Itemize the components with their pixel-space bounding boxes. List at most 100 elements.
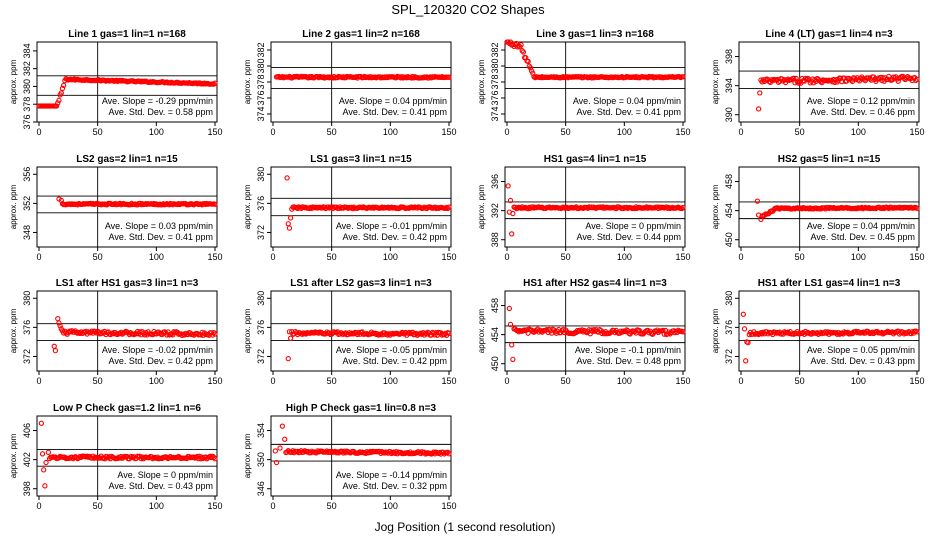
x-tick-label: 0: [36, 501, 41, 511]
x-tick-label: 150: [675, 252, 690, 262]
x-tick-label: 0: [36, 376, 41, 386]
x-tick-label: 0: [270, 501, 275, 511]
data-point: [518, 42, 524, 48]
panel-9: LS1 after HS1 gas=3 lin=1 n=3 0 50 100 150 37…: [9, 278, 223, 386]
data-point: [520, 49, 527, 55]
x-tick-label: 150: [207, 376, 222, 386]
data-point: [755, 106, 762, 112]
panel-11: HS1 after HS2 gas=4 lin=1 n=3 0 50 100 150 45…: [477, 278, 691, 386]
y-tick-label: 382: [22, 61, 32, 76]
data-point: [821, 205, 827, 211]
data-point: [538, 328, 544, 334]
y-tick-label: 402: [22, 452, 32, 467]
data-point: [672, 329, 678, 336]
y-tick-label: 382: [490, 42, 500, 57]
y-axis-label: approx. ppm: [9, 308, 18, 353]
x-tick-label: 50: [93, 127, 103, 137]
plot-frame: [270, 290, 452, 372]
data-point: [507, 321, 514, 328]
std-dev-annotation: Ave. Std. Dev. = 0.44 ppm: [577, 232, 681, 242]
y-tick-label: 372: [256, 349, 266, 364]
data-point: [741, 326, 748, 332]
data-point: [653, 328, 659, 335]
data-point: [643, 204, 650, 210]
x-tick-label: 50: [327, 127, 337, 137]
x-tick-label: 150: [909, 127, 924, 137]
data-point: [856, 78, 863, 84]
data-point: [212, 456, 218, 462]
x-tick-label: 50: [93, 376, 103, 386]
std-dev-annotation: Ave. Std. Dev. = 0.46 ppm: [811, 107, 915, 117]
panel-title: Line 3 gas=1 lin=3 n=168: [536, 29, 654, 40]
data-point: [505, 39, 511, 45]
data-point: [42, 483, 48, 489]
x-tick-label: 50: [93, 252, 103, 262]
y-tick-label: 348: [22, 225, 32, 240]
panel-title: LS1 after LS2 gas=3 lin=1 n=3: [290, 278, 432, 289]
data-point: [75, 202, 81, 208]
data-point: [370, 204, 376, 210]
x-tick-label: 100: [617, 376, 632, 386]
data-point: [446, 74, 452, 80]
y-tick-label: 378: [22, 97, 32, 112]
y-tick-label: 346: [256, 481, 266, 496]
data-point: [578, 328, 584, 334]
y-tick-label: 450: [724, 232, 734, 247]
x-tick-label: 50: [561, 127, 571, 137]
panel-title: Line 2 gas=1 lin=2 n=168: [302, 29, 420, 40]
x-tick-label: 0: [504, 252, 509, 262]
y-axis-label: approx. ppm: [477, 184, 486, 229]
data-point: [282, 436, 288, 442]
plot-frame: [36, 415, 218, 497]
panel-13: Low P Check gas=1.2 lin=1 n=6 0 50 100 150 39…: [9, 403, 223, 511]
y-tick-label: 356: [22, 167, 32, 182]
x-tick-label: 0: [738, 127, 743, 137]
y-tick-label: 380: [22, 79, 32, 94]
y-tick-label: 374: [256, 106, 266, 121]
data-point: [38, 420, 44, 426]
y-tick-label: 398: [724, 49, 734, 64]
data-point: [869, 329, 876, 335]
x-tick-label: 50: [795, 252, 805, 262]
y-axis-label: approx. ppm: [711, 308, 720, 353]
y-tick-label: 376: [22, 320, 32, 335]
data-point: [913, 77, 919, 83]
data-point: [71, 76, 77, 82]
data-point: [277, 445, 283, 451]
data-point: [294, 448, 301, 455]
panel-title: Line 4 (LT) gas=1 lin=4 n=3: [765, 29, 893, 40]
data-point: [446, 451, 452, 457]
data-point: [818, 329, 824, 336]
data-point: [272, 448, 278, 454]
data-point: [45, 449, 52, 456]
panel-title: HS2 gas=5 lin=1 n=15: [778, 154, 881, 165]
panel-title: HS1 gas=4 lin=1 n=15: [544, 154, 647, 165]
slope-annotation: Ave. Slope = 0 ppm/min: [117, 470, 213, 480]
y-tick-label: 458: [724, 174, 734, 189]
data-point: [445, 205, 451, 212]
y-axis-label: approx. ppm: [243, 433, 252, 478]
x-tick-label: 100: [851, 376, 866, 386]
x-tick-label: 100: [149, 501, 164, 511]
data-point: [680, 204, 686, 211]
data-point: [361, 73, 368, 80]
data-point: [561, 329, 568, 336]
std-dev-annotation: Ave. Std. Dev. = 0.42 ppm: [343, 356, 447, 366]
data-point: [879, 77, 885, 84]
std-dev-annotation: Ave. Std. Dev. = 0.41 ppm: [109, 232, 213, 242]
data-point: [319, 205, 325, 211]
y-tick-label: 376: [256, 90, 266, 105]
y-axis-label: approx. ppm: [9, 433, 18, 478]
y-tick-label: 380: [22, 291, 32, 306]
y-tick-label: 454: [490, 327, 500, 342]
data-point: [191, 454, 197, 460]
data-point: [398, 75, 404, 81]
panel-title: High P Check gas=1 lin=0.8 n=3: [286, 403, 437, 414]
panel-14: High P Check gas=1 lin=0.8 n=3 0 50 100 150 3…: [243, 403, 457, 511]
slope-annotation: Ave. Slope = 0.12 ppm/min: [807, 96, 915, 106]
panel-title: LS2 gas=2 lin=1 n=15: [76, 154, 178, 165]
x-tick-label: 0: [738, 252, 743, 262]
panel-title: HS1 after LS1 gas=4 lin=1 n=3: [758, 278, 901, 289]
data-point: [509, 342, 515, 348]
y-tick-label: 458: [490, 298, 500, 313]
